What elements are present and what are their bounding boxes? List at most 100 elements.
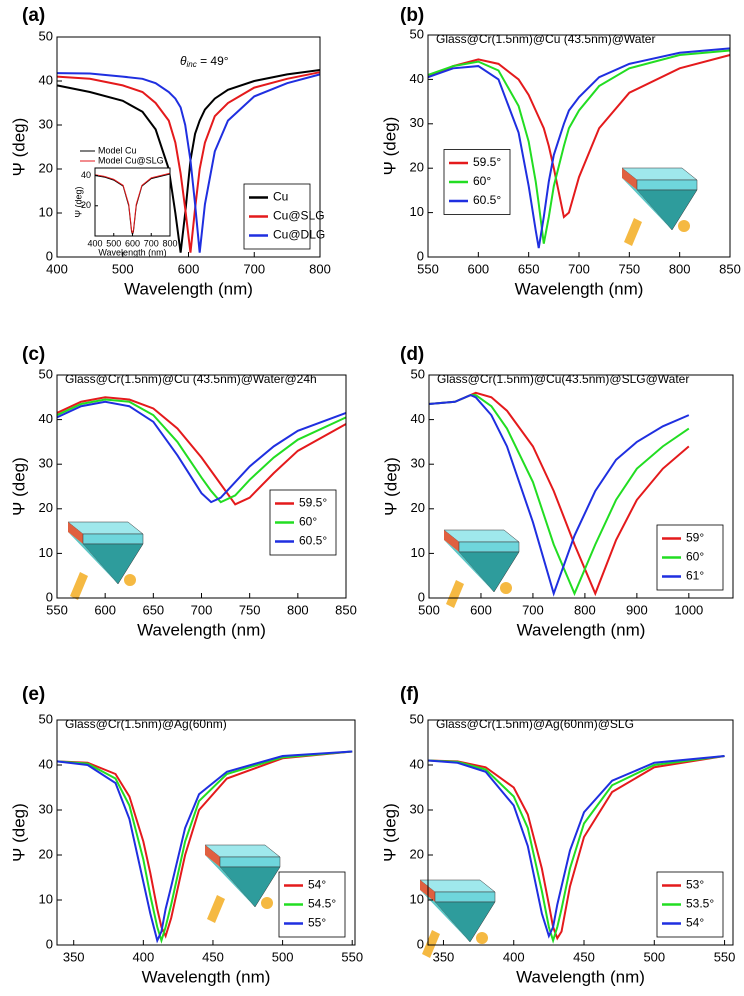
x-tick-label: 350 (63, 949, 85, 964)
panel-label: (e) (22, 684, 45, 705)
panel-label: (b) (400, 5, 424, 26)
legend-label: Cu@SLG (273, 209, 325, 223)
y-tick-label: 20 (39, 846, 53, 861)
panel-label: (f) (400, 684, 419, 705)
legend-label: 60° (299, 515, 317, 529)
x-tick-label: 500 (106, 238, 121, 248)
x-axis-label: Wavelength (nm) (98, 247, 166, 257)
x-axis-label: Wavelength (nm) (515, 279, 644, 298)
y-tick-label: 20 (39, 160, 53, 175)
x-tick-label: 600 (467, 261, 489, 276)
series-line (94, 172, 171, 234)
x-tick-label: 550 (341, 949, 363, 964)
x-tick-label: 600 (470, 602, 492, 617)
x-tick-label: 700 (191, 602, 213, 617)
y-axis-label: Ψ (deg) (380, 803, 399, 862)
y-tick-label: 10 (410, 891, 424, 906)
chart-title: Glass@Cr(1.5nm)@Ag(60nm)@SLG (436, 717, 634, 731)
chart-title: Glass@Cr(1.5nm)@Cu(43.5nm)@SLG@Water (437, 372, 689, 386)
annotation-part: θ (180, 54, 187, 68)
series-line (428, 393, 690, 597)
y-tick-label: 50 (411, 366, 425, 381)
x-tick-label: 450 (573, 949, 595, 964)
y-tick-label: 30 (39, 801, 53, 816)
y-tick-label: 40 (39, 756, 53, 771)
y-tick-label: 0 (46, 936, 53, 951)
y-tick-label: 40 (410, 756, 424, 771)
x-axis-label: Wavelength (nm) (124, 279, 253, 298)
annotation-part: = 49° (197, 54, 229, 68)
x-axis-label: Wavelength (nm) (142, 967, 271, 986)
sample-sketch (443, 529, 520, 609)
series-line (56, 71, 321, 253)
x-tick-label: 650 (518, 261, 540, 276)
plot-frame (428, 374, 734, 599)
series-line (56, 750, 353, 944)
x-tick-label: 750 (239, 602, 261, 617)
y-tick-label: 40 (410, 71, 424, 86)
legend-label: 55° (308, 916, 326, 930)
y-tick-label: 20 (410, 160, 424, 175)
y-tick-label: 20 (81, 200, 91, 210)
legend-label: 53.5° (686, 897, 714, 911)
legend-label: 60° (686, 550, 704, 564)
y-tick-label: 30 (39, 456, 53, 471)
y-tick-label: 20 (411, 500, 425, 515)
sample-sketch (621, 167, 698, 247)
x-tick-label: 700 (243, 261, 265, 276)
x-tick-label: 450 (202, 949, 224, 964)
y-tick-label: 10 (411, 545, 425, 560)
y-axis-label: Ψ (deg) (9, 118, 28, 177)
x-tick-label: 500 (643, 949, 665, 964)
y-axis-label: Ψ (deg) (381, 457, 400, 516)
x-tick-label: 800 (162, 238, 177, 248)
y-axis-label: Ψ (deg) (9, 803, 28, 862)
legend-label: Cu@DLG (273, 228, 325, 242)
x-tick-label: 400 (503, 949, 525, 964)
series-line (56, 69, 321, 253)
x-tick-label: 800 (574, 602, 596, 617)
x-tick-label: 400 (132, 949, 154, 964)
y-tick-label: 0 (417, 936, 424, 951)
x-tick-label: 500 (418, 602, 440, 617)
sample-sketch (67, 521, 144, 601)
y-tick-label: 0 (417, 248, 424, 263)
y-tick-label: 50 (39, 366, 53, 381)
y-tick-label: 30 (39, 116, 53, 131)
x-axis-label: Wavelength (nm) (516, 967, 645, 986)
x-tick-label: 600 (94, 602, 116, 617)
y-tick-label: 10 (39, 545, 53, 560)
legend-label: 61° (686, 569, 704, 583)
x-tick-label: 550 (714, 949, 736, 964)
y-axis-label: Ψ (deg) (73, 186, 83, 217)
x-tick-label: 600 (178, 261, 200, 276)
y-tick-label: 20 (410, 846, 424, 861)
x-tick-label: 500 (112, 261, 134, 276)
legend-label: Model Cu@SLG (98, 155, 164, 165)
legend-label: 60.5° (299, 534, 327, 548)
legend-label: 60.5° (473, 193, 501, 207)
inset-background (95, 168, 170, 236)
legend-label: Model Cu (98, 145, 137, 155)
x-tick-label: 800 (669, 261, 691, 276)
series-line (56, 398, 347, 504)
y-tick-label: 30 (410, 801, 424, 816)
y-tick-label: 40 (39, 72, 53, 87)
panel-label: (a) (22, 5, 45, 26)
y-tick-label: 30 (411, 456, 425, 471)
x-tick-label: 400 (87, 238, 102, 248)
sample-sketch (419, 879, 496, 959)
y-tick-label: 10 (39, 891, 53, 906)
y-tick-label: 0 (46, 589, 53, 604)
x-tick-label: 400 (46, 261, 68, 276)
x-tick-label: 750 (618, 261, 640, 276)
legend-label: 60° (473, 174, 491, 188)
y-tick-label: 50 (39, 28, 53, 43)
y-tick-label: 30 (410, 115, 424, 130)
series-line (56, 750, 353, 944)
legend-label: 54° (308, 878, 326, 892)
legend-label: 54° (686, 916, 704, 930)
x-tick-label: 550 (417, 261, 439, 276)
series-line (56, 396, 347, 506)
